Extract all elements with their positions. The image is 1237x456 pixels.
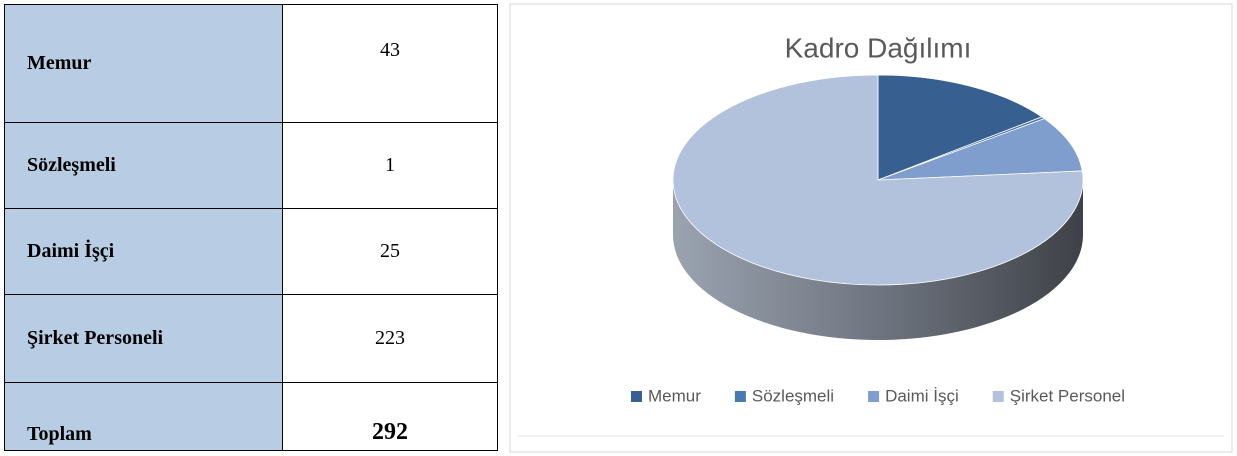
row-value: 25 bbox=[282, 208, 498, 295]
legend-swatch bbox=[630, 391, 642, 402]
row-label: Şirket Personeli bbox=[4, 294, 283, 383]
chart-frame bbox=[509, 3, 1233, 453]
table-row: Daimi İşçi 25 bbox=[4, 208, 498, 295]
data-table: Memur 43 Sözleşmeli 1 Daimi İşçi 25 Şirket Per… bbox=[4, 4, 498, 451]
legend-swatch bbox=[992, 391, 1004, 402]
legend-swatch bbox=[734, 391, 746, 402]
pie-slice bbox=[672, 74, 1084, 286]
pie-side bbox=[673, 180, 1083, 340]
row-label: Memur bbox=[4, 4, 283, 123]
legend-swatch bbox=[868, 391, 880, 402]
chart-title: Kadro Dağılımı bbox=[785, 32, 972, 63]
legend-label: Memur bbox=[648, 386, 701, 405]
row-label: Toplam bbox=[4, 382, 283, 451]
legend-label: Şirket Personel bbox=[1010, 386, 1125, 405]
pie-slice bbox=[877, 118, 1083, 181]
legend-label: Daimi İşçi bbox=[885, 386, 959, 405]
row-value: 292 bbox=[282, 382, 498, 451]
row-label: Sözleşmeli bbox=[4, 122, 283, 209]
table-row: Sözleşmeli 1 bbox=[4, 122, 498, 209]
row-label: Daimi İşçi bbox=[4, 208, 283, 295]
table-row: Toplam 292 bbox=[4, 382, 498, 451]
row-value: 1 bbox=[282, 122, 498, 209]
legend-label: Sözleşmeli bbox=[752, 386, 834, 405]
table-row: Şirket Personeli 223 bbox=[4, 294, 498, 383]
row-value: 43 bbox=[282, 4, 498, 123]
pie-slice bbox=[877, 74, 1043, 181]
table-row: Memur 43 bbox=[4, 4, 498, 123]
